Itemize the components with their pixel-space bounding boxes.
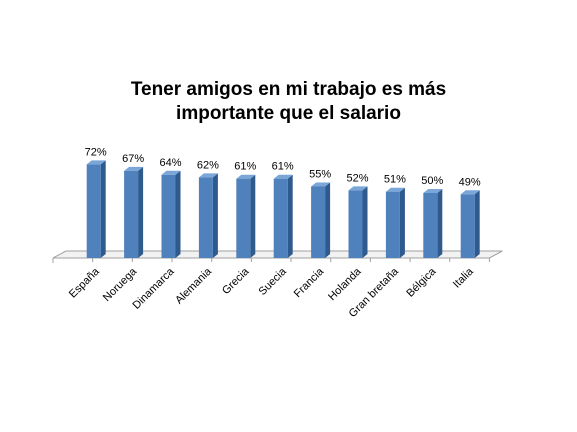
bar-side <box>212 173 218 258</box>
data-label: 72% <box>85 146 107 158</box>
data-label: 67% <box>122 153 144 165</box>
bar-top <box>124 166 144 171</box>
bar-top <box>273 174 293 179</box>
bar-noruega <box>124 166 144 258</box>
bar-grecia <box>236 174 256 258</box>
bar-front <box>385 191 400 258</box>
bar-side <box>175 170 181 258</box>
bar-francia <box>311 182 331 258</box>
chart-title-line-2: importante que el salario <box>176 103 401 124</box>
category-label: Alemania <box>173 265 215 307</box>
bar-españa <box>86 160 106 258</box>
chart-title: Tener amigos en mi trabajo es más import… <box>0 78 577 126</box>
category-label: Dinamarca <box>131 265 178 312</box>
bar-front <box>311 186 326 258</box>
bar-top <box>236 174 256 179</box>
bar-holanda <box>348 186 368 258</box>
bar-front <box>460 194 475 258</box>
bar-side <box>399 187 405 258</box>
bar-front <box>86 164 101 258</box>
bar-side <box>325 182 331 258</box>
bar-front <box>198 177 213 258</box>
category-label: Suecia <box>257 265 290 298</box>
bar-front <box>423 193 438 258</box>
data-label: 55% <box>309 169 331 181</box>
category-label: Francia <box>292 265 327 300</box>
bar-top <box>86 160 106 165</box>
bar-top <box>311 182 331 187</box>
bar-suecia <box>273 174 293 258</box>
category-label: Italia <box>451 265 477 291</box>
bar-side <box>138 166 144 258</box>
bar-top <box>423 189 443 193</box>
bar-side <box>250 174 256 258</box>
bar-top <box>161 170 181 175</box>
category-label: Grecia <box>220 265 252 297</box>
bar-front <box>348 190 363 258</box>
bar-side <box>474 190 480 258</box>
bar-front <box>124 170 139 258</box>
bar-italia <box>460 190 480 258</box>
data-label: 49% <box>459 176 481 188</box>
bar-front <box>273 178 288 258</box>
data-label: 51% <box>384 174 406 186</box>
bar-side <box>362 186 368 258</box>
chart-title-line-1: Tener amigos en mi trabajo es más <box>130 79 447 100</box>
category-label: Holanda <box>326 265 364 303</box>
bar-side <box>100 160 106 258</box>
data-label: 64% <box>159 157 181 169</box>
bar-bélgica <box>423 189 443 258</box>
category-label: Bélgica <box>404 265 439 300</box>
data-label: 61% <box>234 161 256 173</box>
data-label: 50% <box>421 175 443 187</box>
bar-alemania <box>198 173 218 258</box>
bar-top <box>460 190 480 195</box>
bar-top <box>348 186 368 191</box>
bar-top <box>198 173 218 178</box>
data-label: 62% <box>197 159 219 171</box>
category-label: Noruega <box>101 265 140 304</box>
bar-front <box>236 178 251 258</box>
bar-top <box>385 187 405 192</box>
data-label: 52% <box>346 172 368 184</box>
data-label: 61% <box>272 161 294 173</box>
bar-side <box>287 174 293 258</box>
bar-front <box>161 174 176 258</box>
bar-side <box>437 189 443 258</box>
bar-dinamarca <box>161 170 181 258</box>
bar-gran-bretaña <box>385 187 405 258</box>
category-label: España <box>67 265 102 300</box>
